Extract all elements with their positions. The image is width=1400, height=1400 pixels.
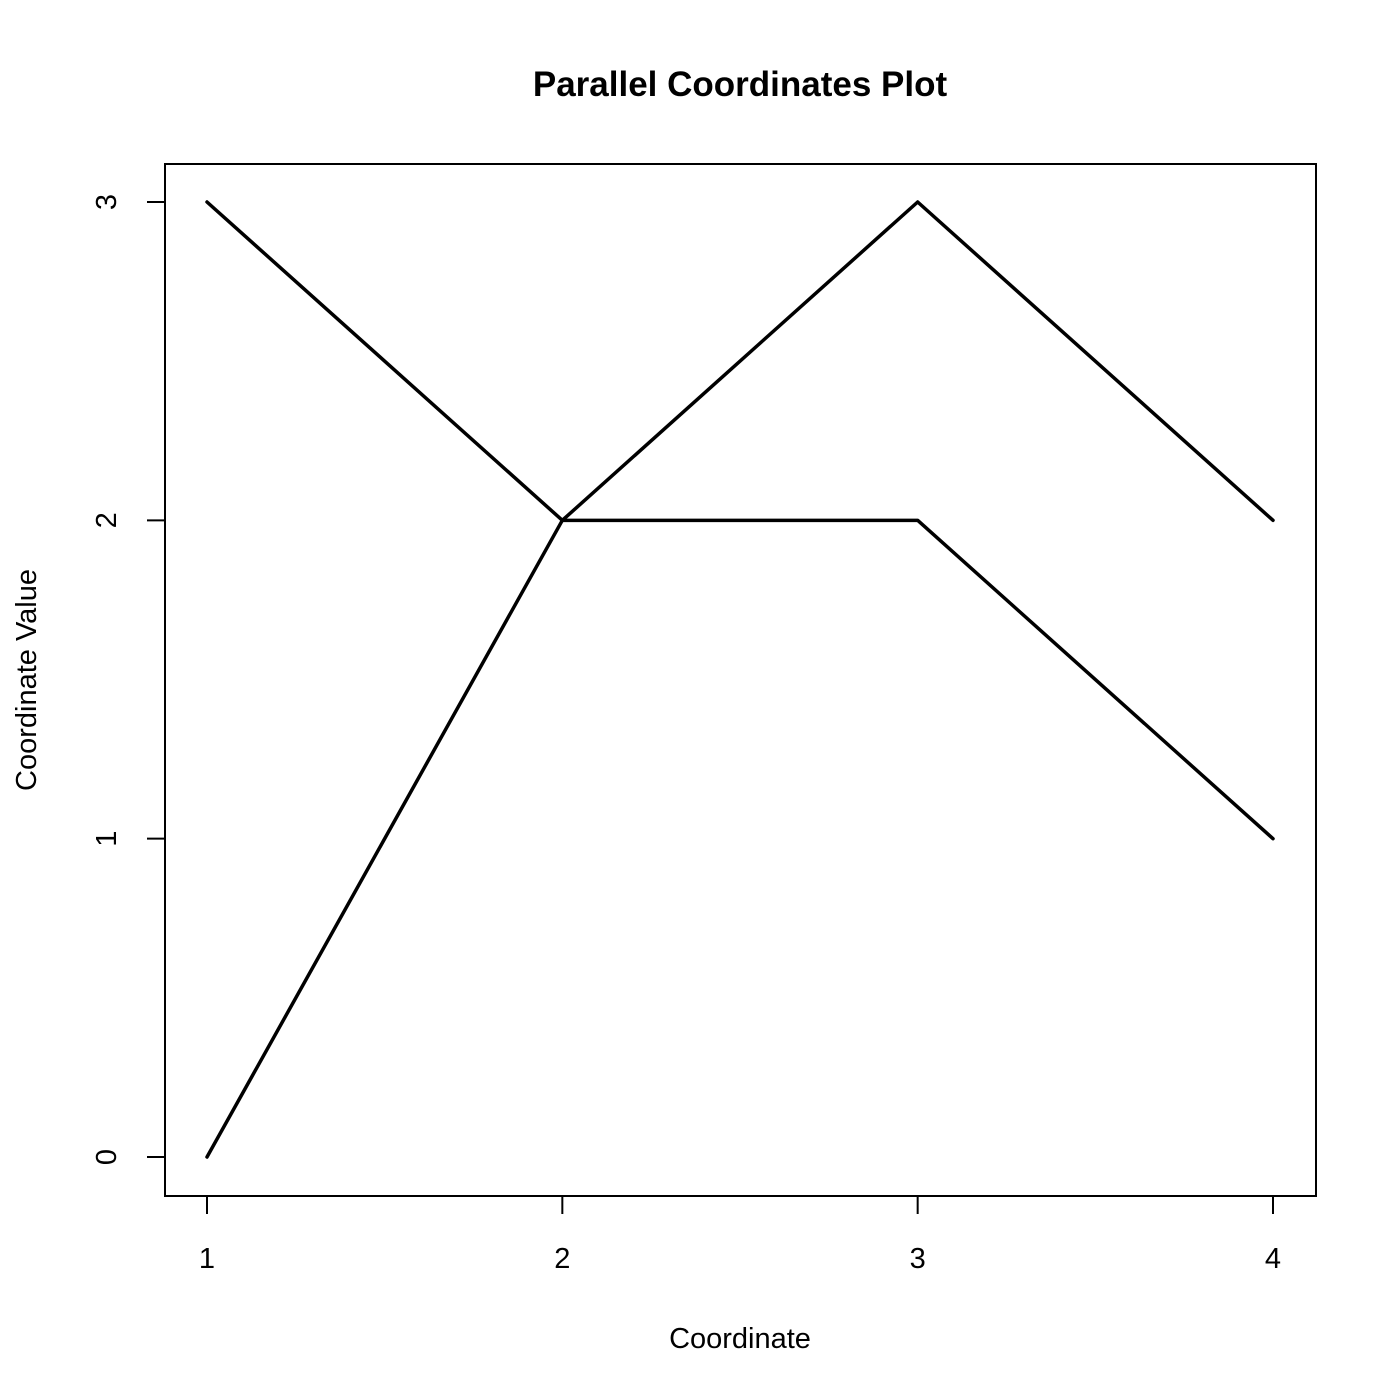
series-line-2 <box>205 200 1275 1159</box>
x-tick-label: 2 <box>554 1243 570 1275</box>
y-axis-label: Coordinate Value <box>11 569 43 791</box>
chart-title: Parallel Coordinates Plot <box>533 65 948 104</box>
x-axis-label: Coordinate <box>669 1323 811 1355</box>
x-axis: 1 2 3 4 <box>199 1195 1281 1275</box>
series-lines <box>205 200 1275 1159</box>
y-tick-label: 0 <box>91 1149 123 1165</box>
series-line-1 <box>205 200 1275 841</box>
x-tick-label: 1 <box>199 1243 215 1275</box>
x-tick-label: 4 <box>1265 1243 1281 1275</box>
y-axis: 0 1 2 3 <box>91 194 166 1165</box>
y-tick-label: 3 <box>91 194 123 210</box>
y-tick-label: 2 <box>91 512 123 528</box>
y-tick-label: 1 <box>91 831 123 847</box>
x-tick-label: 3 <box>910 1243 926 1275</box>
